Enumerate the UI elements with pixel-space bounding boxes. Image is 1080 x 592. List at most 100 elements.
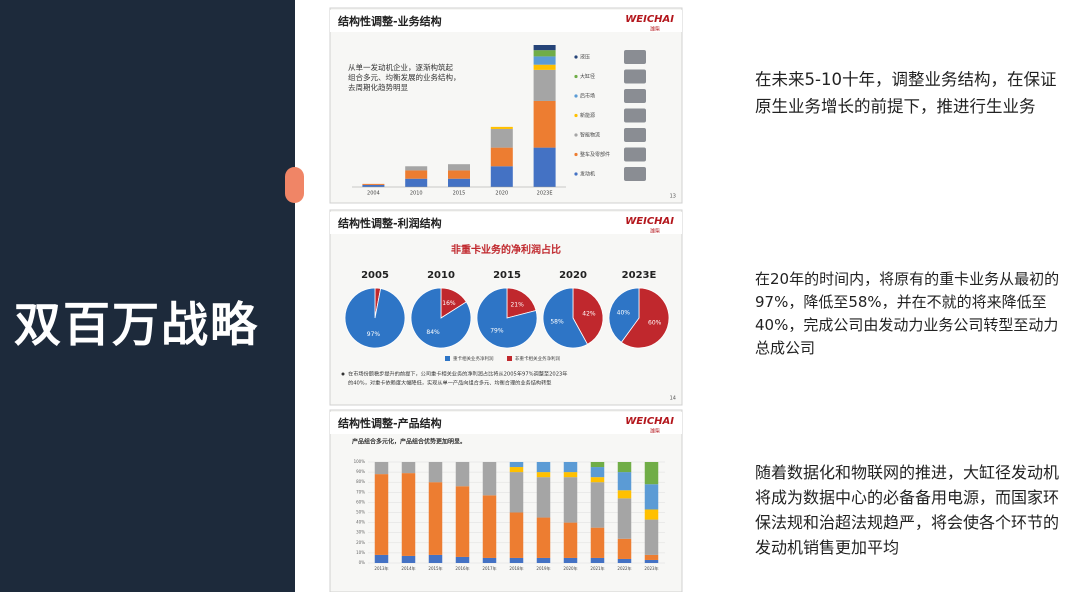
bar-segment <box>644 484 659 510</box>
x-tick-label: 2016年 <box>455 565 469 571</box>
bar-segment <box>536 477 551 518</box>
note: 在20年的时间内，将原有的重卡业务从最初的97%，降低至58%，并在不就的将来降… <box>755 270 1060 357</box>
slide-page: 14 <box>670 396 676 402</box>
slide-text: 从单一发动机企业，逐渐构筑起 <box>348 62 453 72</box>
legend-swatch <box>574 172 578 176</box>
slide-logo-sub: 潍柴 <box>650 228 660 235</box>
y-tick-label: 30% <box>356 530 365 535</box>
legend-swatch <box>574 152 578 157</box>
bar-segment <box>509 462 524 468</box>
y-tick-label: 70% <box>356 489 365 494</box>
slide-logo-sub: 潍柴 <box>650 428 660 435</box>
x-tick-label: 2004 <box>367 191 380 197</box>
bar-segment <box>617 538 632 559</box>
bar-segment <box>533 50 556 57</box>
note: 在未来5-10十年，调整业务结构，在保证原生业务增长的前提下，推进行生业务 <box>755 70 1057 116</box>
legend-icon <box>624 50 646 64</box>
bar-segment <box>590 482 605 528</box>
bar-segment <box>455 556 470 563</box>
bar-segment <box>448 170 470 179</box>
bar-segment <box>536 557 551 563</box>
y-tick-label: 100% <box>354 459 366 464</box>
bar-segment <box>428 482 443 555</box>
bar-segment <box>590 462 605 468</box>
bar-segment <box>509 557 524 563</box>
legend-swatch <box>445 356 450 361</box>
bar-segment <box>617 498 632 539</box>
pie-year: 2023E <box>622 270 657 281</box>
pie-slice <box>572 287 604 345</box>
x-tick-label: 2015 <box>453 191 466 197</box>
x-tick-label: 2014年 <box>401 565 415 571</box>
bar-segment <box>428 554 443 563</box>
bar-segment <box>374 474 389 555</box>
legend-label: 新能源 <box>580 112 595 119</box>
bar-segment <box>362 183 385 185</box>
sidebar-tab[interactable] <box>285 167 304 203</box>
legend-swatch <box>574 55 578 59</box>
x-tick-label: 2023E <box>537 191 553 197</box>
bar-segment <box>590 527 605 558</box>
bar-segment <box>374 462 389 475</box>
legend-icon <box>624 69 646 84</box>
y-tick-label: 50% <box>356 510 365 515</box>
bar-segment <box>509 467 524 473</box>
y-tick-label: 10% <box>356 550 365 555</box>
pie-label: 16% <box>442 300 456 307</box>
slide-title: 结构性调整-业务结构 <box>337 14 442 28</box>
y-tick-label: 40% <box>356 520 365 525</box>
x-tick-label: 2015年 <box>428 565 442 571</box>
pie-year: 2020 <box>559 270 587 281</box>
legend-label: 智能物流 <box>580 132 600 139</box>
slide-text: 组合多元、均衡发展的业务结构， <box>348 72 461 82</box>
legend-icon <box>624 89 646 103</box>
legend-icon <box>624 128 646 142</box>
slide-subtitle: 非重卡业务的净利润占比 <box>451 243 561 256</box>
x-tick-label: 2010 <box>410 191 423 197</box>
bar-segment <box>490 128 513 148</box>
legend-swatch <box>574 133 578 137</box>
legend-label: 发动机 <box>580 171 595 178</box>
slide-subtitle: 产品组合多元化，产品组合优势更加明显。 <box>352 438 466 446</box>
bar-segment <box>563 472 578 478</box>
bar-segment <box>590 467 605 478</box>
bar-segment <box>590 557 605 563</box>
x-tick-label: 2017年 <box>482 565 496 571</box>
slide-text: 去周期化趋势明显 <box>348 82 408 92</box>
slide-note: 在市场份额稳步提升的前提下，公司重卡相关业务的净利润占比将从2005年97%调整… <box>348 370 568 378</box>
pie-slice <box>410 287 472 349</box>
bar-segment <box>455 462 470 487</box>
x-tick-label: 2018年 <box>509 565 523 571</box>
note: 随着数据化和物联网的推进，大缸径发动机将成为数据中心的必备备用电源，而国家环保法… <box>755 463 1060 557</box>
slide-title: 结构性调整-利润结构 <box>337 216 442 230</box>
bar-segment <box>617 472 632 491</box>
bar-segment <box>448 164 470 171</box>
pie-slice <box>608 287 640 343</box>
slide-logo: WEICHAI <box>625 416 674 427</box>
y-tick-label: 90% <box>356 469 365 474</box>
legend-icon <box>624 167 646 181</box>
pie-label: 40% <box>617 309 631 316</box>
legend-label: 重卡相关业务净利润 <box>453 355 494 362</box>
pie-label: 58% <box>550 319 564 326</box>
bar-segment <box>533 100 556 148</box>
x-tick-label: 2020年 <box>563 565 577 571</box>
slide-logo-sub: 潍柴 <box>650 26 660 33</box>
legend-swatch <box>574 74 578 79</box>
legend-label: 非重卡相关业务净利润 <box>515 355 560 362</box>
bar-segment <box>374 554 389 563</box>
bar-segment <box>533 147 556 187</box>
bar-segment <box>536 517 551 558</box>
bar-segment <box>563 462 578 473</box>
pie-label: 42% <box>582 310 596 317</box>
bar-segment <box>482 462 497 496</box>
bar-segment <box>401 555 416 563</box>
bar-segment <box>509 472 524 513</box>
legend-label: 后市场 <box>580 93 595 100</box>
x-tick-label: 2019年 <box>536 565 550 571</box>
legend-icon <box>624 108 646 123</box>
y-tick-label: 80% <box>356 479 365 484</box>
bar-segment <box>490 126 513 129</box>
legend-swatch <box>507 356 512 361</box>
